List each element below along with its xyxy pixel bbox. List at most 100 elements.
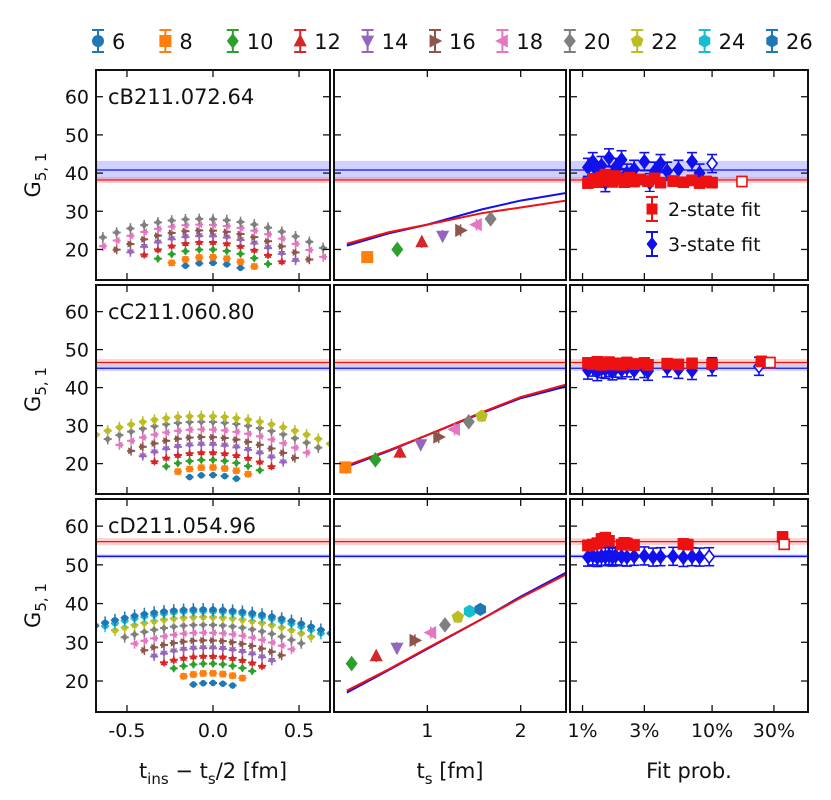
panel-plot-area (96, 160, 330, 272)
ratio-point (175, 435, 182, 443)
legend-label: 14 (382, 30, 409, 54)
ratio-point (141, 610, 148, 618)
ratio-point (209, 441, 217, 449)
ratio-point (169, 631, 177, 639)
ratio-point (209, 259, 217, 267)
ratio-point (162, 446, 170, 454)
fitprob-point-3state (667, 546, 680, 567)
panel-plot-area (334, 160, 566, 266)
ratio-point (280, 430, 287, 439)
ratio-series-10 (162, 455, 264, 475)
ratio-point (256, 418, 264, 425)
midpoint-12 (415, 234, 429, 248)
fit-legend-label: 3-state fit (668, 234, 761, 256)
ratio-point (248, 658, 256, 666)
ensemble-label: cC211.060.80 (108, 300, 254, 324)
ratio-point (209, 670, 217, 677)
ratio-point (250, 240, 258, 248)
ratio-point (182, 247, 189, 256)
ratio-point (256, 441, 264, 449)
ratio-point (305, 246, 313, 254)
ratio-point (154, 218, 162, 227)
ratio-point (189, 652, 197, 660)
ratio-point (218, 629, 226, 637)
ratio-point (209, 238, 217, 245)
fitprob-point-2state (672, 358, 685, 371)
y-tick-label: 40 (65, 378, 89, 400)
legend-marker (293, 33, 307, 47)
panel-1-2 (569, 284, 809, 495)
midpoint-10 (369, 452, 382, 468)
ratio-point (160, 623, 168, 633)
ratio-point (199, 645, 207, 652)
fitprob-marker (706, 176, 718, 189)
ratio-point (150, 449, 159, 457)
ratio-point (229, 638, 237, 646)
ratio-point (197, 448, 205, 456)
ratio-point (219, 645, 227, 653)
ratio-point (180, 646, 188, 654)
panel-frame (333, 498, 567, 713)
ratio-point (209, 221, 216, 229)
ratio-point (239, 623, 246, 632)
ratio-point (249, 609, 256, 617)
ratio-series-18 (98, 219, 328, 262)
ratio-point (112, 237, 120, 245)
ratio-point (233, 475, 240, 482)
fitprob-point-2state (667, 175, 679, 187)
fitprob-point-2state (654, 176, 667, 189)
ratio-point (170, 648, 178, 656)
ratio-point (186, 412, 193, 420)
ratio-point (186, 465, 193, 473)
ratio-point (229, 607, 236, 615)
ratio-point (199, 629, 207, 637)
panel-0-0 (95, 69, 331, 281)
midpoint-6 (277, 677, 289, 689)
ratio-point (141, 646, 149, 654)
panel-plot-area (301, 359, 566, 481)
ratio-point (209, 679, 217, 687)
midpoint-22 (451, 610, 465, 624)
ratio-point (131, 630, 138, 639)
fitprob-point-3state (686, 151, 699, 172)
ratio-point (174, 418, 182, 428)
ratio-point (170, 639, 178, 647)
midpoint-24 (463, 604, 476, 618)
ratio-point (223, 261, 230, 268)
midpoint-6 (301, 469, 313, 481)
ratio-point (209, 233, 217, 241)
ratio-point (220, 426, 228, 434)
fitprob-point-2state (686, 357, 698, 370)
midpoint-marker (339, 461, 352, 474)
ratio-point (127, 427, 135, 436)
ensemble-row-cD211.054.96: cD211.054.96 20 30 40 50 60 G5, 1 (21, 498, 809, 713)
ratio-point (233, 419, 240, 429)
midpoint-marker (423, 626, 437, 640)
legend-label: 20 (584, 30, 611, 54)
ratio-point (121, 633, 128, 642)
ratio-point (200, 636, 208, 644)
ratio-point (209, 629, 216, 637)
ratio-point (198, 464, 205, 471)
ratio-series-14 (138, 440, 288, 467)
ratio-point (267, 462, 276, 470)
ratio-point (303, 438, 310, 447)
ratio-point (237, 264, 244, 272)
panel-frame (333, 284, 567, 495)
ratio-point (303, 431, 310, 438)
ratio-point (249, 642, 257, 650)
ratio-point (306, 255, 314, 264)
ratio-point (127, 437, 134, 445)
ratio-series-12 (159, 651, 267, 671)
ratio-point (291, 427, 299, 434)
y-tick-label: 20 (65, 239, 89, 261)
y-tick-label: 60 (65, 87, 89, 109)
ratio-series-6 (185, 471, 241, 482)
midpoint-8 (339, 461, 352, 474)
ratio-point (174, 468, 182, 475)
ratio-point (209, 659, 217, 668)
ratio-point (198, 472, 205, 479)
legend-label: 6 (112, 30, 125, 54)
ratio-point (258, 636, 265, 644)
ratio-point (228, 630, 236, 638)
